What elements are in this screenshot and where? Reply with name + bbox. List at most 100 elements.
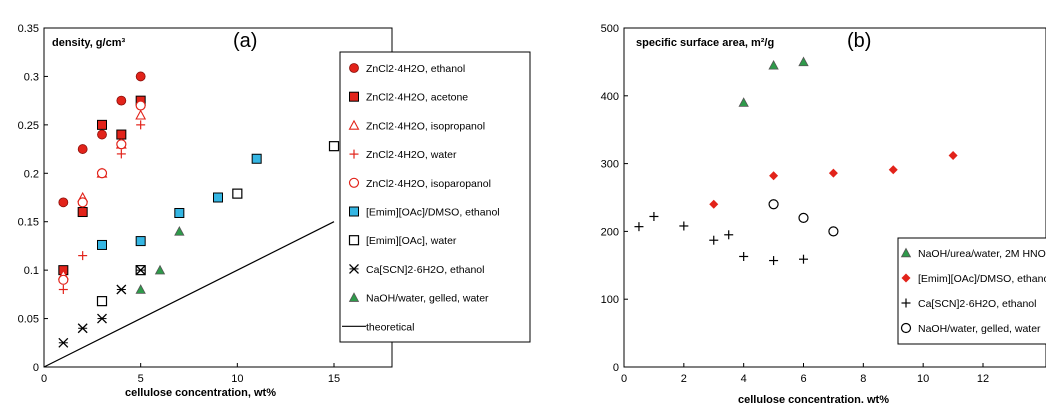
chart-b-xtick-label: 10: [917, 373, 929, 385]
chart-b-ytick-label: 400: [601, 91, 619, 103]
chart-a-legend-label: ZnCl2·4H2O, isopropanol: [366, 120, 485, 132]
chart-a-legend-label: [Emim][OAc]/DMSO, ethanol: [366, 207, 500, 219]
chart-b-marks: [634, 56, 958, 266]
chart-a-ytick-label: 0.25: [18, 120, 39, 132]
chart-a-point: [97, 119, 107, 130]
chart-b-point: [709, 235, 719, 245]
chart-a-legend-symbol: [349, 63, 359, 73]
chart-a-point: [136, 120, 146, 130]
chart-a-point: [174, 207, 185, 218]
chart-b: specific surface area, m²/g (b) cellulos…: [601, 23, 1046, 405]
chart-a-legend-symbol: [349, 263, 359, 274]
chart-a-ytick-label: 0.1: [24, 265, 39, 277]
chart-a-point: [58, 197, 69, 208]
chart-a-point: [174, 226, 185, 236]
chart-a-point: [135, 100, 146, 111]
chart-b-ytick-label: 0: [613, 362, 619, 374]
chart-b-xtick-label: 2: [681, 373, 687, 385]
chart-a-legend-symbol: [349, 91, 359, 102]
chart-a-point: [135, 236, 146, 247]
chart-a-point: [116, 139, 127, 150]
chart-b-point: [769, 171, 779, 181]
chart-b-point: [828, 168, 838, 178]
chart-a-legend-label: ZnCl2·4H2O, water: [366, 149, 457, 161]
chart-a-legend-label: ZnCl2·4H2O, acetone: [366, 92, 468, 104]
chart-a-point: [135, 71, 146, 82]
chart-b-ylabel: specific surface area, m²/g: [636, 37, 774, 49]
chart-a-point: [116, 284, 127, 295]
chart-b-point: [798, 212, 809, 223]
chart-a-xtick-label: 10: [231, 373, 243, 385]
chart-a-point: [116, 95, 127, 106]
chart-b-point: [738, 97, 749, 107]
chart-a-ytick-label: 0.05: [18, 314, 39, 326]
chart-a-ticks: 0 0.05 0.1 0.15 0.2 0.25 0.3 0.35 0 5 10 15: [18, 23, 341, 385]
chart-a-xlabel: cellulose concentration, wt%: [125, 387, 276, 399]
chart-a-point: [97, 129, 107, 140]
chart-a-point: [77, 144, 88, 154]
chart-b-ytick-label: 200: [601, 226, 619, 238]
chart-b-ytick-label: 100: [601, 294, 619, 306]
chart-a-point: [251, 153, 262, 164]
chart-b-legend-label: NaOH/urea/water, 2M HNO: [918, 248, 1046, 260]
chart-b-legend-symbol: [901, 298, 911, 308]
chart-b-xtick-label: 8: [860, 373, 866, 385]
chart-b-plot-frame: [623, 27, 1046, 368]
chart-b-point: [769, 256, 779, 266]
chart-a-panel-label: (a): [233, 30, 257, 52]
chart-a-legend-label: [Emim][OAc], water: [366, 235, 457, 247]
chart-a-point: [135, 109, 147, 120]
chart-b-ytick-label: 500: [601, 23, 619, 35]
chart-a-point: [116, 149, 126, 159]
chart-b-xtick-label: 12: [977, 373, 989, 385]
chart-a-point: [213, 192, 223, 203]
chart-b-legend-label: NaOH/water, gelled, water: [918, 323, 1041, 335]
chart-b-point: [828, 226, 839, 237]
chart-b-ytick-label: 300: [601, 159, 619, 171]
chart-b-point: [634, 222, 644, 232]
chart-a-point: [328, 141, 340, 152]
chart-a-point: [135, 284, 146, 294]
chart-a-point: [232, 188, 243, 199]
chart-b-point: [679, 221, 689, 231]
chart-b-legend-box: [897, 237, 1046, 345]
chart-a-ytick-label: 0.35: [18, 23, 39, 35]
chart-a-point: [77, 207, 88, 218]
chart-a-point: [58, 337, 69, 348]
chart-a-ylabel: density, g/cm³: [52, 37, 125, 49]
chart-b-ticks: 0 100 200 300 400 500 0 2 4 6 8 10 12: [601, 23, 989, 385]
chart-a-point: [77, 323, 88, 334]
chart-a: density, g/cm³ (a) cellulose concentrati…: [18, 23, 531, 399]
chart-a-marks: [43, 71, 340, 368]
chart-b-point: [768, 59, 779, 70]
chart-b-point: [948, 150, 958, 160]
chart-a-ytick-label: 0.2: [24, 168, 39, 180]
chart-a-point: [154, 264, 166, 275]
chart-a-point: [78, 251, 88, 261]
chart-a-legend-symbol: [349, 206, 359, 217]
chart-b-point: [649, 211, 659, 221]
chart-a-legend-label: NaOH/water, gelled, water: [366, 293, 489, 305]
chart-b-legend-label: [Emim][OAc]/DMSO, ethanol: [918, 273, 1046, 285]
chart-a-ytick-label: 0.15: [18, 217, 39, 229]
chart-b-legend-symbol: [900, 322, 912, 334]
chart-a-point: [96, 296, 108, 307]
chart-a-series-line: [43, 221, 335, 368]
chart-a-point: [135, 265, 146, 276]
chart-b-point: [768, 199, 779, 210]
chart-a-legend-label: theoretical: [366, 321, 414, 333]
chart-b-point: [709, 199, 719, 209]
chart-b-point: [724, 230, 734, 240]
chart-b-xlabel: cellulose concentration. wt%: [738, 394, 889, 405]
chart-a-point: [97, 313, 107, 324]
chart-b-legend-label: Ca[SCN]2·6H2O, ethanol: [918, 298, 1036, 310]
chart-b-panel-label: (b): [847, 30, 871, 52]
chart-a-legend-symbol: [349, 149, 359, 159]
chart-a-legend-box: [339, 51, 531, 343]
chart-a-legend-label: ZnCl2·4H2O, ethanol: [366, 63, 465, 75]
chart-a-point: [58, 285, 68, 295]
chart-a-point: [97, 239, 107, 250]
chart-a-point: [116, 129, 127, 140]
chart-b-point: [799, 254, 808, 264]
